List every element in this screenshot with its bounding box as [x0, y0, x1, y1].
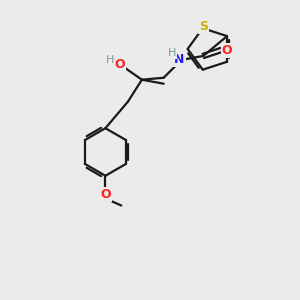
Text: O: O — [100, 188, 111, 201]
Text: O: O — [115, 58, 125, 71]
Text: H: H — [106, 55, 114, 65]
Text: S: S — [199, 20, 208, 33]
Text: H: H — [167, 48, 176, 58]
Text: N: N — [174, 53, 185, 66]
Text: O: O — [222, 44, 232, 56]
